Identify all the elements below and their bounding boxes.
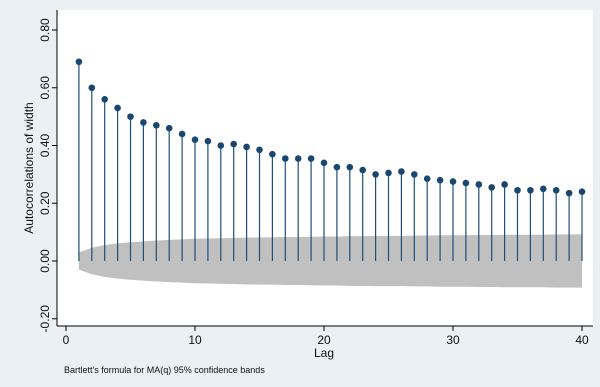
- acf-point: [333, 163, 341, 171]
- acf-point: [191, 136, 199, 144]
- acf-point: [165, 124, 173, 132]
- x-tick-label: 40: [575, 333, 589, 347]
- acf-point: [578, 188, 586, 195]
- acf-point: [540, 185, 547, 193]
- acf-point: [565, 189, 573, 197]
- acf-point: [385, 169, 392, 177]
- acf-point: [411, 171, 418, 178]
- stem-layer: [75, 58, 586, 261]
- confidence-band: [78, 234, 583, 288]
- acf-point: [501, 181, 508, 188]
- acf-point: [372, 171, 379, 178]
- y-tick-label: 0.20: [38, 191, 52, 215]
- y-tick-label: 0.60: [38, 76, 52, 100]
- acf-point: [243, 143, 250, 151]
- y-tick-label: -0.20: [38, 305, 52, 333]
- y-tick-label: 0.00: [38, 249, 52, 273]
- acf-point: [230, 140, 237, 148]
- acf-point: [449, 178, 457, 185]
- acf-point: [436, 176, 444, 184]
- acf-point: [488, 184, 496, 191]
- acf-point: [282, 155, 289, 162]
- acf-point: [398, 168, 405, 175]
- x-tick-label: 0: [63, 333, 70, 347]
- confidence-band-layer: [78, 234, 583, 288]
- acf-point: [527, 186, 534, 194]
- acf-point: [269, 150, 276, 158]
- acf-point: [462, 179, 470, 187]
- acf-point: [127, 113, 134, 120]
- acf-point: [114, 104, 121, 112]
- acf-point: [101, 96, 108, 103]
- acf-point: [307, 155, 315, 162]
- y-tick-label: 0.40: [38, 133, 52, 157]
- acf-point: [552, 186, 560, 194]
- acf-point: [88, 84, 96, 92]
- acf-point: [359, 166, 367, 174]
- acf-point: [204, 137, 212, 145]
- acf-point: [217, 142, 225, 149]
- chart-note: Bartlett's formula for MA(q) 95% confide…: [64, 365, 265, 375]
- acf-point: [423, 175, 431, 183]
- acf-point: [320, 159, 328, 167]
- acf-point: [514, 186, 521, 194]
- acf-point: [346, 163, 354, 171]
- x-axis-title: Lag: [314, 346, 334, 360]
- axis-layer: -0.20 0.00 0.20 0.40 0.60 0.80 0 10 20 30 40: [38, 10, 593, 347]
- acf-point: [475, 181, 483, 188]
- acf-point: [140, 119, 147, 126]
- acf-point: [75, 58, 83, 66]
- x-tick-label: 20: [317, 333, 331, 347]
- acf-point: [178, 130, 186, 138]
- y-tick-label: 0.80: [38, 18, 52, 42]
- x-tick-label: 10: [188, 333, 202, 347]
- acf-point: [256, 146, 263, 154]
- x-tick-label: 30: [446, 333, 460, 347]
- y-axis-title: Autocorrelations of width: [22, 102, 36, 233]
- acf-point: [294, 155, 302, 162]
- acf-point: [153, 121, 160, 129]
